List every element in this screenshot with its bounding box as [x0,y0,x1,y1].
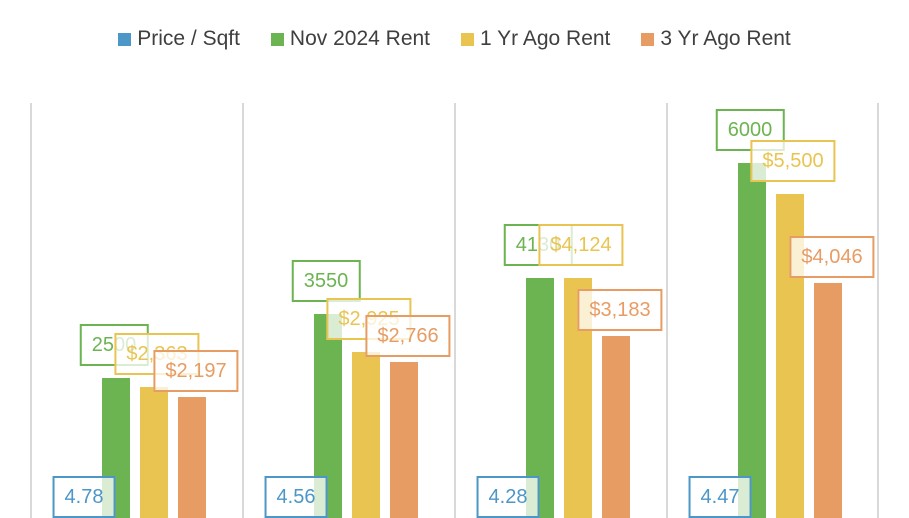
gridline [30,103,32,518]
bar-3-yr-ago-rent-group-4[interactable] [814,283,842,518]
bar-nov-2024-rent-group-4[interactable] [738,163,766,518]
gridline [666,103,668,518]
data-label-nov-2024-rent-group-2: 3550 [291,260,361,302]
data-label-3-yr-ago-rent-group-3: $3,183 [577,289,663,331]
bar-3-yr-ago-rent-group-3[interactable] [602,336,630,518]
data-label-price-sqft-group-1: 4.78 [52,476,116,518]
bar-3-yr-ago-rent-group-1[interactable] [178,397,206,518]
bar-1-yr-ago-rent-group-2[interactable] [352,352,380,518]
legend-marker-3-yr-ago-rent-icon [641,32,655,46]
legend-label: 3 Yr Ago Rent [660,27,791,50]
data-label-price-sqft-group-3: 4.28 [476,476,540,518]
legend-item-1-yr-ago-rent[interactable]: 1 Yr Ago Rent [461,27,610,51]
data-label-price-sqft-group-2: 4.56 [264,476,328,518]
gridline [242,103,244,518]
legend-marker-1-yr-ago-rent-icon [461,32,475,46]
data-label-1-yr-ago-rent-group-3: $4,124 [538,224,624,266]
legend-label: 1 Yr Ago Rent [480,27,611,50]
gridline [877,103,879,518]
data-label-price-sqft-group-4: 4.47 [688,476,752,518]
legend-item-nov-2024-rent[interactable]: Nov 2024 Rent [270,27,431,51]
data-label-3-yr-ago-rent-group-4: $4,046 [789,236,875,278]
legend-label: Nov 2024 Rent [289,27,431,50]
gridline [454,103,456,518]
legend-label: Price / Sqft [137,27,240,50]
data-label-3-yr-ago-rent-group-1: $2,197 [153,350,239,392]
bar-1-yr-ago-rent-group-1[interactable] [140,387,168,518]
chart-legend: Price / Sqft Nov 2024 Rent 1 Yr Ago Rent… [0,27,909,51]
bar-3-yr-ago-rent-group-2[interactable] [390,362,418,518]
legend-item-price-sqft[interactable]: Price / Sqft [118,27,240,51]
data-label-3-yr-ago-rent-group-2: $2,766 [365,315,451,357]
legend-item-3-yr-ago-rent[interactable]: 3 Yr Ago Rent [641,27,791,51]
legend-marker-price-sqft-icon [118,32,132,46]
legend-marker-nov-2024-rent-icon [270,32,284,46]
data-label-1-yr-ago-rent-group-4: $5,500 [750,140,836,182]
